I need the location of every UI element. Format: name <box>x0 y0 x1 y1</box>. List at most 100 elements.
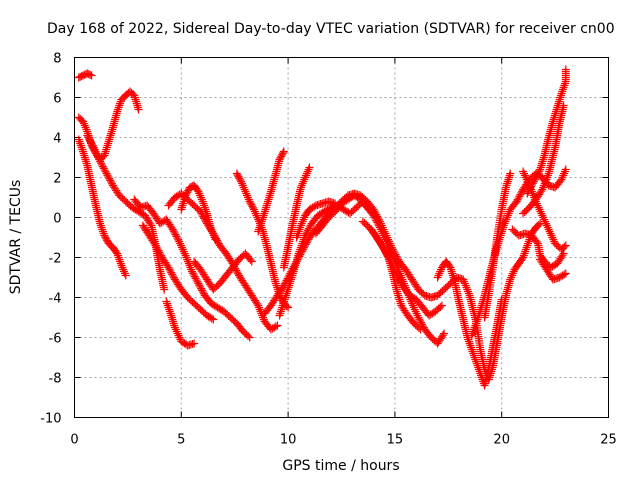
data-point <box>165 265 174 274</box>
data-point <box>244 332 253 340</box>
data-point <box>526 183 535 192</box>
data-point <box>503 213 512 222</box>
data-point <box>464 287 473 296</box>
data-point <box>156 250 165 259</box>
data-point <box>209 231 218 240</box>
data-point <box>459 275 468 284</box>
x-tick-label: 15 <box>387 433 404 448</box>
data-point <box>506 169 515 178</box>
data-point <box>152 243 161 252</box>
data-point <box>259 213 268 222</box>
data-point <box>391 267 400 276</box>
data-point <box>190 272 199 281</box>
data-point <box>278 149 287 158</box>
data-point <box>237 177 246 186</box>
data-point <box>278 303 287 312</box>
data-point <box>252 211 261 220</box>
data-point <box>538 157 547 166</box>
data-point <box>407 299 416 308</box>
data-point <box>383 252 392 261</box>
data-point <box>299 235 308 244</box>
data-point <box>276 309 285 318</box>
data-point <box>519 251 528 260</box>
data-point <box>100 151 109 160</box>
data-point <box>244 195 253 204</box>
data-point <box>170 323 179 332</box>
data-point <box>394 274 403 283</box>
data-point <box>105 133 114 142</box>
data-point <box>179 197 188 206</box>
data-point <box>131 95 140 104</box>
data-point <box>106 176 115 185</box>
data-point <box>174 331 183 340</box>
y-tick-label: 4 <box>53 132 61 147</box>
data-point <box>392 269 401 278</box>
data-point <box>465 339 474 348</box>
data-point <box>304 224 313 233</box>
data-point <box>379 231 388 240</box>
data-point <box>513 195 522 204</box>
x-axis-title: GPS time / hours <box>282 458 399 474</box>
data-point <box>266 189 275 198</box>
data-point <box>260 207 269 216</box>
data-point <box>132 97 141 106</box>
data-point <box>166 309 175 318</box>
data-point <box>557 89 566 98</box>
data-point <box>237 179 246 188</box>
data-point <box>298 179 307 188</box>
data-point <box>559 171 568 180</box>
data-point <box>172 232 181 241</box>
data-point <box>104 172 113 181</box>
data-point <box>197 195 206 204</box>
data-point <box>194 187 203 196</box>
data-point <box>558 87 567 96</box>
data-point <box>293 231 302 240</box>
data-point <box>254 303 263 312</box>
data-point <box>433 273 442 282</box>
y-tick-label: -8 <box>49 372 62 387</box>
data-point <box>299 215 308 224</box>
data-point <box>467 331 476 340</box>
data-point <box>284 283 293 292</box>
data-point <box>382 237 391 246</box>
data-point <box>380 245 389 254</box>
data-point <box>503 177 512 186</box>
data-point <box>107 178 116 187</box>
data-point <box>294 229 303 238</box>
data-point <box>298 217 307 226</box>
data-point <box>298 239 307 248</box>
data-point <box>450 275 459 284</box>
data-point <box>99 229 108 238</box>
data-point <box>196 191 205 200</box>
data-point <box>262 201 271 210</box>
data-point <box>374 220 383 229</box>
data-point <box>187 265 196 274</box>
data-point <box>469 325 478 334</box>
data-point <box>541 217 550 226</box>
data-point <box>151 241 160 250</box>
data-point <box>561 241 570 250</box>
data-point <box>91 147 100 156</box>
data-point <box>101 149 110 158</box>
data-point <box>469 351 478 360</box>
y-tick-label: -6 <box>49 332 62 347</box>
data-point <box>263 197 272 206</box>
data-point <box>167 311 176 320</box>
data-point <box>121 271 130 280</box>
data-point <box>292 233 301 242</box>
data-point <box>191 274 200 283</box>
data-point <box>409 303 418 312</box>
data-point <box>170 228 179 237</box>
data-point <box>414 324 423 332</box>
data-point <box>520 249 529 258</box>
series-s16 <box>292 197 340 242</box>
data-point <box>561 65 570 74</box>
data-point <box>560 169 569 178</box>
data-point <box>201 205 210 214</box>
data-point <box>547 231 556 240</box>
data-point <box>417 318 426 327</box>
data-point <box>253 299 262 308</box>
data-point <box>271 279 280 288</box>
data-point <box>539 181 548 190</box>
data-point <box>195 189 204 198</box>
